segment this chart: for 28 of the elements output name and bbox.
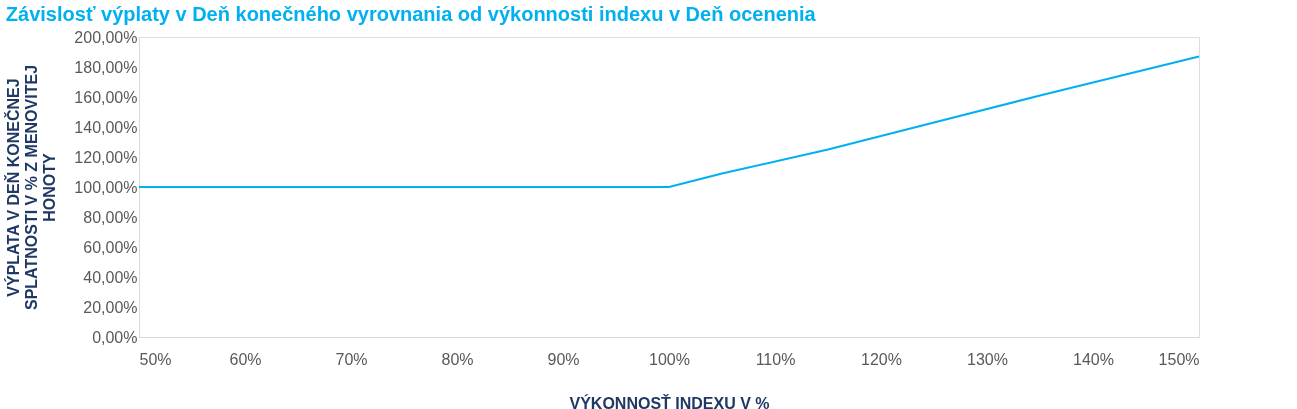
- x-tick-label: 80%: [441, 350, 474, 368]
- x-tick-label: 60%: [229, 350, 262, 368]
- chart-title: Závislosť výplaty v Deň konečného vyrovnania od výkonnosti indexu v Deň ocenenia: [5, 3, 817, 25]
- y-tick-label: 100,00%: [74, 178, 138, 196]
- y-tick-label: 200,00%: [74, 28, 138, 46]
- x-tick-label: 110%: [755, 350, 796, 368]
- x-tick-label: 150%: [1158, 350, 1200, 368]
- y-tick-label: 0,00%: [92, 328, 138, 346]
- y-tick-label: 20,00%: [83, 298, 138, 316]
- line-series: [138, 55, 1200, 188]
- y-tick-label: 80,00%: [83, 208, 138, 226]
- x-tick-label: 140%: [1073, 350, 1114, 368]
- x-tick-label: 120%: [861, 350, 902, 368]
- x-tick-label: 70%: [335, 350, 368, 368]
- x-tick-label: 100%: [649, 350, 690, 368]
- y-tick-label: 180,00%: [74, 58, 138, 76]
- x-tick-label: 90%: [547, 350, 580, 368]
- y-tick-label: 140,00%: [74, 118, 138, 136]
- text: HONOTY: [41, 153, 59, 222]
- y-tick-label: 40,00%: [83, 268, 138, 286]
- text: SPLATNOSTI V % Z MENOVITEJ: [23, 64, 41, 311]
- x-tick-label: 50%: [139, 350, 172, 368]
- y-tick-label: 60,00%: [83, 238, 138, 256]
- y-tick-label: 120,00%: [74, 148, 138, 166]
- x-tick-label: 130%: [967, 350, 1008, 368]
- y-tick-label: 160,00%: [74, 88, 138, 106]
- text: VÝPLATA V DEŇ KONEČNEJ: [5, 78, 23, 297]
- x-axis-title: VÝKONNOSŤ INDEXU V %: [569, 393, 770, 409]
